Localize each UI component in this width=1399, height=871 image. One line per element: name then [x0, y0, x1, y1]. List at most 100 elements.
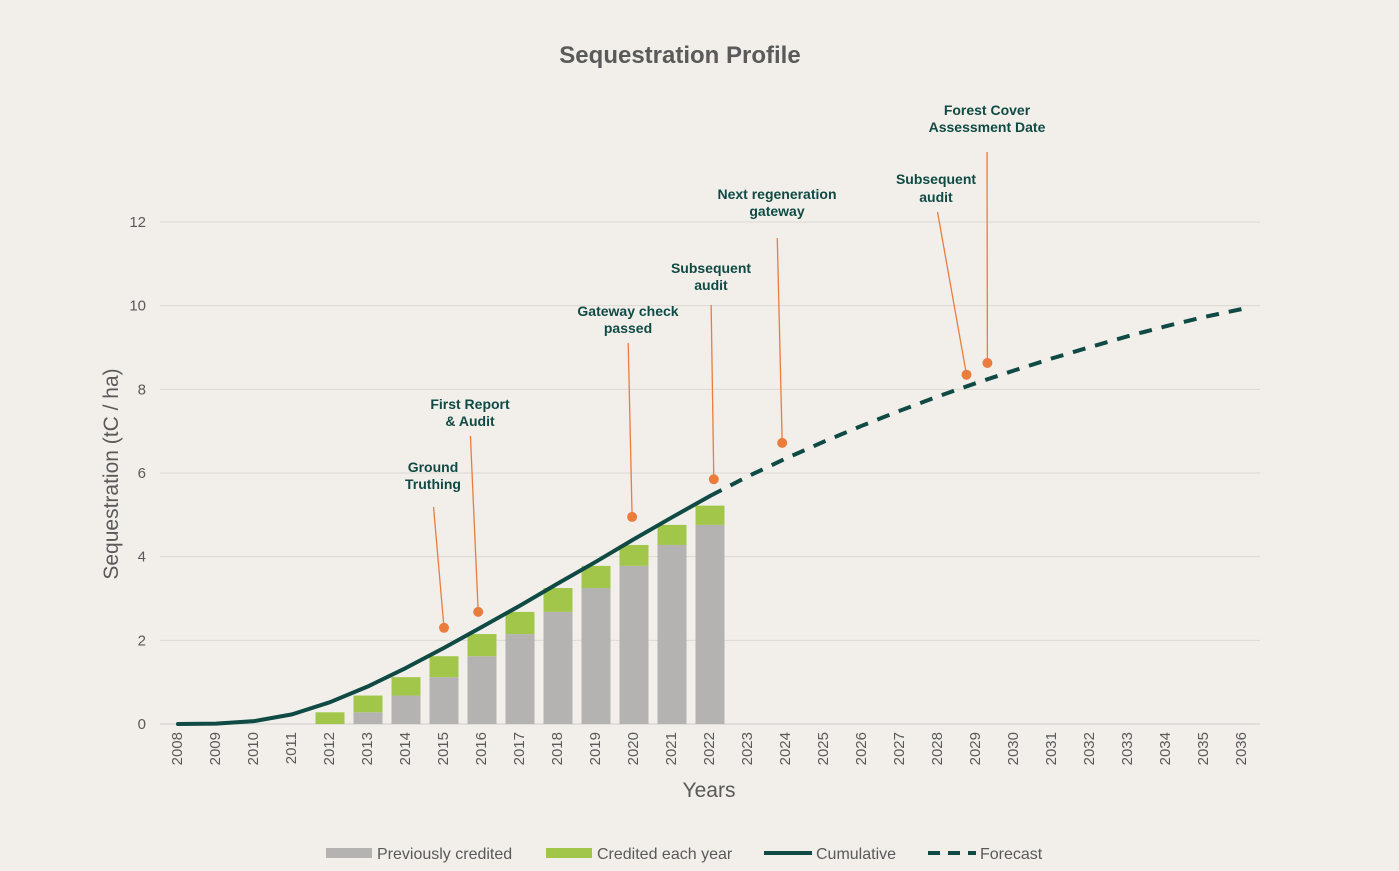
- x-tick-label: 2008: [169, 732, 186, 765]
- legend-label: Previously credited: [377, 846, 512, 863]
- legend-label: Cumulative: [816, 846, 896, 863]
- annotation-label: Subsequent: [896, 171, 976, 187]
- bar-previously-credited: [581, 588, 611, 724]
- x-tick-label: 2017: [511, 732, 528, 765]
- bar-previously-credited: [505, 634, 535, 724]
- annotation-label: audit: [919, 189, 953, 205]
- bar-previously-credited: [619, 565, 649, 724]
- annotation-leader-line: [469, 435, 479, 612]
- annotation-marker: [473, 606, 484, 617]
- bar-credited-each-year: [505, 611, 535, 635]
- x-tick-label: 2021: [663, 732, 680, 765]
- annotation-marker: [627, 511, 638, 522]
- x-tick-label: 2010: [245, 732, 262, 765]
- annotation-label: First Report: [430, 396, 510, 412]
- y-tick-label: 4: [138, 549, 146, 566]
- forecast-line: [709, 307, 1243, 498]
- x-tick-label: 2025: [815, 732, 832, 765]
- legend: Previously credited Credited each year Cum…: [326, 846, 1043, 863]
- x-tick-label: 2027: [891, 732, 908, 765]
- y-axis-ticks: 0 2 4 6 8 10 12: [129, 214, 146, 733]
- x-tick-label: 2013: [359, 732, 376, 765]
- y-tick-label: 8: [138, 381, 146, 398]
- bar-credited-each-year: [315, 712, 345, 724]
- bar-credited-each-year: [695, 505, 725, 525]
- bar-previously-credited: [543, 611, 573, 724]
- legend-swatch: [326, 848, 372, 858]
- x-tick-label: 2018: [549, 732, 566, 765]
- x-tick-label: 2015: [435, 732, 452, 765]
- annotation-leader-line: [936, 211, 968, 375]
- annotation-marker: [982, 357, 993, 368]
- x-tick-label: 2026: [853, 732, 870, 765]
- annotation-label: Gateway check: [577, 303, 678, 319]
- annotation-label: audit: [694, 277, 728, 293]
- x-tick-label: 2011: [283, 732, 300, 764]
- x-tick-label: 2016: [473, 732, 490, 765]
- x-tick-label: 2028: [929, 732, 946, 765]
- bar-previously-credited: [353, 712, 383, 724]
- x-tick-label: 2034: [1157, 732, 1174, 765]
- cumulative-line: [176, 494, 712, 726]
- annotation-leader-line: [627, 342, 633, 517]
- x-tick-label: 2023: [739, 732, 756, 765]
- bar-credited-each-year: [391, 677, 421, 696]
- x-tick-label: 2029: [967, 732, 984, 765]
- annotation-label: gateway: [749, 203, 804, 219]
- x-tick-label: 2033: [1119, 732, 1136, 765]
- bar-credited-each-year: [429, 656, 459, 678]
- bar-credited-each-year: [467, 634, 497, 657]
- x-tick-label: 2020: [625, 732, 642, 765]
- annotation-label: Forest Cover: [944, 102, 1031, 118]
- annotation-leader-line: [776, 237, 783, 443]
- x-tick-label: 2031: [1043, 732, 1060, 765]
- chart-title: Sequestration Profile: [559, 42, 800, 69]
- x-tick-label: 2009: [207, 732, 224, 765]
- annotation-label: Next regeneration: [717, 186, 836, 202]
- annotation-label: Ground: [408, 459, 459, 475]
- y-axis-title: Sequestration (tC / ha): [100, 368, 123, 579]
- bar-credited-each-year: [543, 588, 573, 612]
- x-tick-label: 2036: [1233, 732, 1250, 765]
- x-tick-label: 2032: [1081, 732, 1098, 765]
- bar-credited-each-year: [619, 544, 649, 566]
- annotation-marker: [961, 369, 972, 380]
- x-axis-title: Years: [683, 779, 736, 802]
- series-lines: [176, 307, 1243, 726]
- annotation-marker: [777, 437, 788, 448]
- annotation-label: passed: [604, 320, 652, 336]
- legend-label: Credited each year: [597, 846, 733, 863]
- bar-credited-each-year: [657, 524, 687, 545]
- annotation-marker: [708, 474, 719, 485]
- annotation-leader-line: [710, 304, 715, 480]
- y-tick-label: 2: [138, 632, 146, 649]
- annotation-label: Truthing: [405, 476, 461, 492]
- bar-credited-each-year: [353, 695, 383, 713]
- bar-previously-credited: [657, 544, 687, 724]
- x-tick-label: 2012: [321, 732, 338, 765]
- x-tick-label: 2019: [587, 732, 604, 765]
- bar-previously-credited: [391, 695, 421, 724]
- bar-credited-each-year: [581, 565, 611, 589]
- bar-previously-credited: [429, 677, 459, 724]
- legend-label: Forecast: [980, 846, 1043, 863]
- y-tick-label: 0: [138, 716, 146, 733]
- annotation-label: & Audit: [445, 413, 495, 429]
- bars: [315, 505, 725, 724]
- annotation-label: Assessment Date: [929, 119, 1046, 135]
- bar-previously-credited: [467, 656, 497, 724]
- y-tick-label: 10: [129, 298, 146, 315]
- annotation-leader-line: [432, 506, 445, 628]
- annotation-marker: [439, 622, 449, 633]
- annotation-label: Subsequent: [671, 260, 751, 276]
- x-axis-ticks: 2008 2009 2010 2011 2012 2013 2014 2015 2016 2017…: [169, 732, 1250, 765]
- x-tick-label: 2022: [701, 732, 718, 765]
- y-tick-label: 6: [138, 465, 146, 482]
- y-tick-label: 12: [129, 214, 146, 231]
- x-tick-label: 2030: [1005, 732, 1022, 765]
- legend-swatch: [546, 848, 592, 858]
- bar-previously-credited: [695, 524, 725, 724]
- x-tick-label: 2024: [777, 732, 794, 765]
